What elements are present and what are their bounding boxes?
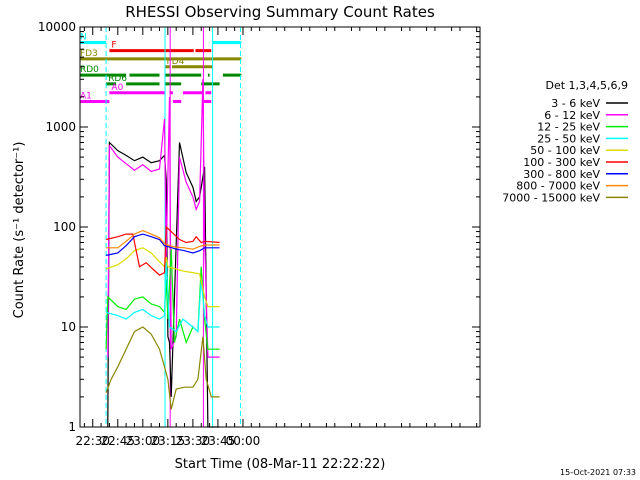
legend-label-4: 50 - 100 keV (530, 144, 600, 157)
legend-label-1: 6 - 12 keV (544, 109, 600, 122)
flag-label-rd0: RD0 (80, 65, 99, 75)
x-tick-label-0: 22:30 (75, 434, 110, 448)
x-tick-label-1: 22:45 (100, 434, 135, 448)
y-tick-label-4: 10000 (38, 20, 76, 34)
x-tick-label-2: 23:00 (126, 434, 161, 448)
flag-label-rd6: RD6 (108, 74, 127, 84)
flag-label-n: N (80, 32, 87, 42)
flag-label-fd3: FD3 (80, 49, 98, 59)
flag-label-f: F (111, 41, 116, 51)
y-axis-label: Count Rate (s⁻¹ detector⁻¹) (12, 142, 27, 319)
y-tick-label-3: 1000 (45, 120, 76, 134)
series-line-7 (106, 229, 220, 250)
x-tick-label-6: 00:00 (226, 434, 261, 448)
legend-label-0: 3 - 6 keV (551, 97, 600, 110)
legend-label-6: 300 - 800 keV (523, 168, 600, 181)
flag-label-a1: A1 (80, 91, 92, 101)
x-tick-label-3: 23:15 (151, 434, 186, 448)
legend-label-8: 7000 - 15000 keV (502, 191, 600, 204)
series-line-1 (107, 79, 220, 358)
series-line-6 (105, 233, 220, 256)
legend-label-2: 12 - 25 keV (537, 121, 600, 134)
flag-label-a0: A0 (111, 83, 123, 93)
legend-label-3: 25 - 50 keV (537, 132, 600, 145)
y-tick-label-2: 100 (53, 220, 76, 234)
legend-label-5: 100 - 300 keV (523, 156, 600, 169)
chart-title: RHESSI Observing Summary Count Rates (125, 3, 435, 21)
series-line-4 (105, 247, 220, 308)
y-tick-label-0: 1 (68, 420, 76, 434)
series-line-8 (105, 326, 220, 410)
y-tick-label-1: 10 (61, 320, 76, 334)
legend-title: Det 1,3,4,5,6,9 (545, 79, 628, 92)
footer-timestamp: 15-Oct-2021 07:33 (560, 468, 636, 477)
series-line-5 (105, 225, 220, 276)
x-axis-label: Start Time (08-Mar-11 22:22:22) (175, 457, 386, 472)
x-tick-label-4: 23:30 (176, 434, 211, 448)
legend-label-7: 800 - 7000 keV (516, 180, 600, 193)
flag-label-fd4: FD4 (167, 57, 185, 67)
series-line-0 (107, 141, 220, 428)
x-tick-label-5: 23:45 (201, 434, 236, 448)
